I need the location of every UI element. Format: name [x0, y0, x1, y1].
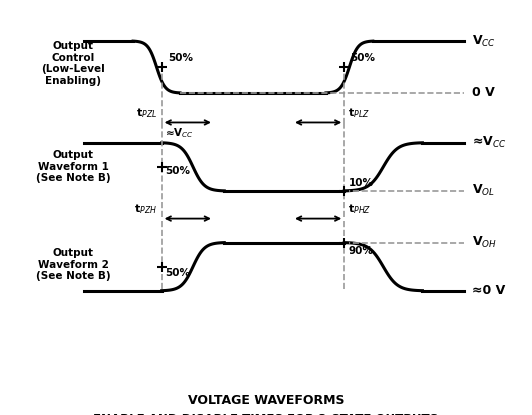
Text: 50%: 50%	[351, 53, 376, 63]
Text: V$_{CC}$: V$_{CC}$	[472, 34, 496, 49]
Text: 0 V: 0 V	[472, 86, 495, 99]
Text: 10%: 10%	[348, 178, 373, 188]
Text: t$_{PHZ}$: t$_{PHZ}$	[348, 202, 372, 216]
Text: Output
Waveform 1
(See Note B): Output Waveform 1 (See Note B)	[36, 150, 111, 183]
Text: ≈V$_{CC}$: ≈V$_{CC}$	[472, 135, 506, 150]
Text: V$_{OH}$: V$_{OH}$	[472, 235, 497, 250]
Text: Output
Control
(Low-Level
Enabling): Output Control (Low-Level Enabling)	[41, 41, 105, 86]
Text: t$_{PZL}$: t$_{PZL}$	[136, 106, 157, 120]
Text: V$_{OL}$: V$_{OL}$	[472, 183, 495, 198]
Text: 50%: 50%	[168, 53, 193, 63]
Text: VOLTAGE WAVEFORMS: VOLTAGE WAVEFORMS	[188, 394, 344, 407]
Text: 90%: 90%	[348, 246, 373, 256]
Text: 50%: 50%	[165, 166, 190, 176]
Text: t$_{PLZ}$: t$_{PLZ}$	[348, 106, 370, 120]
Text: ENABLE AND DISABLE TIMES FOR 3-STATE OUTPUTS: ENABLE AND DISABLE TIMES FOR 3-STATE OUT…	[94, 413, 438, 415]
Text: ≈0 V: ≈0 V	[472, 284, 505, 297]
Text: t$_{PZH}$: t$_{PZH}$	[135, 202, 157, 216]
Text: ≈V$_{CC}$: ≈V$_{CC}$	[165, 127, 194, 140]
Text: Output
Waveform 2
(See Note B): Output Waveform 2 (See Note B)	[36, 248, 111, 281]
Text: 50%: 50%	[165, 268, 190, 278]
